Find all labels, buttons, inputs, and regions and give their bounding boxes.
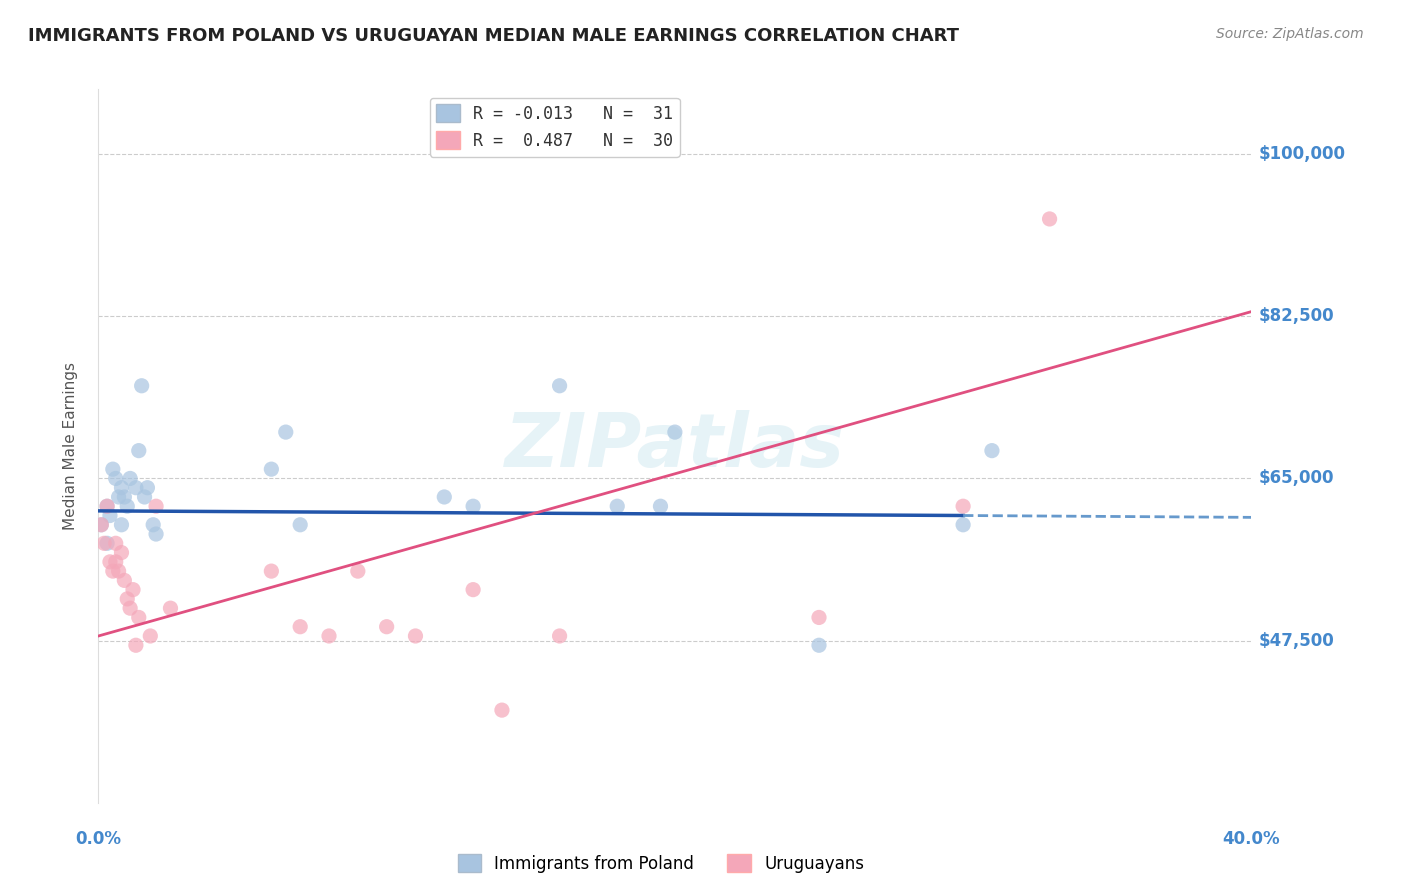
- Point: [290, 517, 312, 532]
- Point: [461, 582, 484, 597]
- Point: [120, 601, 142, 615]
- Point: [107, 564, 129, 578]
- Point: [318, 629, 340, 643]
- Point: [96, 500, 118, 514]
- Point: [104, 555, 127, 569]
- Text: $82,500: $82,500: [1258, 307, 1334, 326]
- Point: [117, 591, 138, 606]
- Point: [110, 481, 132, 495]
- Point: [139, 629, 162, 643]
- Point: [405, 629, 427, 643]
- Text: $47,500: $47,500: [1258, 632, 1334, 649]
- Point: [93, 536, 115, 550]
- Point: [664, 425, 686, 439]
- Point: [274, 425, 297, 439]
- Point: [112, 574, 135, 588]
- Point: [952, 517, 974, 532]
- Point: [491, 703, 513, 717]
- Point: [548, 378, 571, 392]
- Point: [606, 500, 628, 514]
- Point: [433, 490, 456, 504]
- Point: [98, 508, 121, 523]
- Legend: Immigrants from Poland, Uruguayans: Immigrants from Poland, Uruguayans: [451, 847, 870, 880]
- Point: [104, 471, 127, 485]
- Point: [145, 527, 167, 541]
- Point: [981, 443, 1004, 458]
- Y-axis label: Median Male Earnings: Median Male Earnings: [63, 362, 77, 530]
- Point: [145, 500, 167, 514]
- Text: Source: ZipAtlas.com: Source: ZipAtlas.com: [1216, 27, 1364, 41]
- Text: $65,000: $65,000: [1258, 469, 1334, 487]
- Point: [104, 536, 127, 550]
- Point: [260, 564, 283, 578]
- Point: [90, 517, 112, 532]
- Point: [125, 638, 148, 652]
- Text: $100,000: $100,000: [1258, 145, 1346, 163]
- Point: [112, 490, 135, 504]
- Text: IMMIGRANTS FROM POLAND VS URUGUAYAN MEDIAN MALE EARNINGS CORRELATION CHART: IMMIGRANTS FROM POLAND VS URUGUAYAN MEDI…: [28, 27, 959, 45]
- Point: [1038, 211, 1062, 226]
- Point: [101, 564, 124, 578]
- Point: [159, 601, 181, 615]
- Point: [136, 481, 159, 495]
- Point: [375, 620, 398, 634]
- Point: [134, 490, 156, 504]
- Text: 40.0%: 40.0%: [1223, 830, 1279, 847]
- Point: [110, 545, 132, 559]
- Point: [807, 610, 830, 624]
- Point: [125, 481, 148, 495]
- Point: [290, 620, 312, 634]
- Point: [260, 462, 283, 476]
- Point: [650, 500, 672, 514]
- Point: [98, 555, 121, 569]
- Text: ZIPatlas: ZIPatlas: [505, 409, 845, 483]
- Point: [346, 564, 368, 578]
- Text: 0.0%: 0.0%: [76, 830, 121, 847]
- Point: [952, 500, 974, 514]
- Point: [96, 500, 118, 514]
- Point: [107, 490, 129, 504]
- Point: [117, 500, 138, 514]
- Point: [128, 443, 150, 458]
- Point: [131, 378, 153, 392]
- Point: [122, 582, 145, 597]
- Point: [110, 517, 132, 532]
- Point: [96, 536, 118, 550]
- Point: [142, 517, 165, 532]
- Point: [90, 517, 112, 532]
- Point: [807, 638, 830, 652]
- Point: [461, 500, 484, 514]
- Point: [128, 610, 150, 624]
- Point: [548, 629, 571, 643]
- Point: [101, 462, 124, 476]
- Legend: R = -0.013   N =  31, R =  0.487   N =  30: R = -0.013 N = 31, R = 0.487 N = 30: [430, 97, 679, 156]
- Point: [120, 471, 142, 485]
